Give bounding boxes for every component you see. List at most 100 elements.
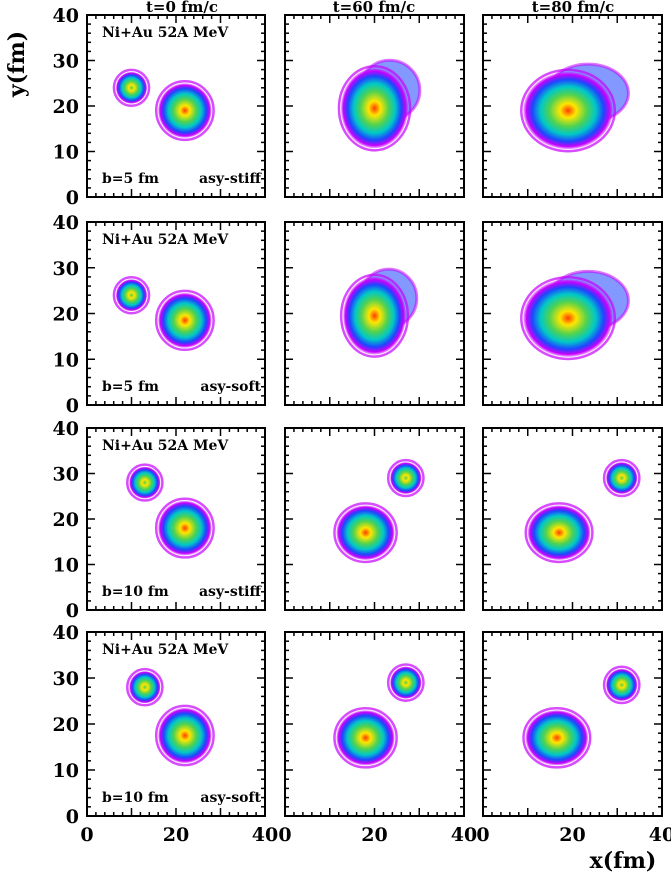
density-edge (154, 704, 215, 767)
panel-r0-c2 (482, 14, 663, 198)
density-blob (158, 83, 212, 138)
x-tick-label: 0 (476, 824, 489, 846)
density-edge (524, 502, 594, 564)
density-edge (333, 502, 398, 564)
impact-parameter-label: b=10 fm (102, 584, 169, 600)
column-title-t80: t=80 fm/c (532, 0, 615, 16)
density-edge (112, 68, 151, 107)
x-tick-label: 40 (252, 824, 278, 846)
panel-r0-c0: 0 10 20 30 40 Ni+Au 52A MeV b=5 fm asy-stiff (53, 5, 266, 209)
y-axis-label: y(fm) (4, 31, 30, 98)
density-blob (390, 462, 422, 494)
density-blob (129, 466, 161, 499)
panel-r1-c1 (284, 221, 465, 406)
y-tick-label: 40 (53, 622, 79, 644)
y-tick-label: 20 (53, 304, 79, 326)
y-tick-label: 10 (53, 142, 79, 164)
density-blob (527, 505, 591, 560)
density-blob (158, 292, 212, 348)
column-title-t0: t=0 fm/c (146, 0, 218, 16)
density-edge (154, 80, 215, 142)
x-tick-label: 40 (451, 824, 477, 846)
y-tick-label: 40 (53, 418, 79, 440)
density-blob (129, 671, 161, 704)
density-blob (606, 462, 638, 494)
x-tick-label: 40 (649, 824, 671, 846)
panel-r3-c0: 0 10 20 30 40 Ni+Au 52A MeV b=10 fm asy-soft 0 20… (53, 622, 279, 846)
density-edge (602, 458, 641, 498)
density-blob (158, 500, 212, 556)
density-edge (154, 497, 215, 559)
panel-r1-c2 (482, 221, 663, 406)
density-blob (390, 666, 422, 699)
y-tick-label: 30 (53, 258, 79, 280)
density-edge (333, 706, 398, 769)
density-edge (520, 68, 617, 153)
y-tick-label: 10 (53, 349, 79, 371)
y-tick-label: 30 (53, 51, 79, 73)
density-blob (525, 710, 589, 766)
y-tick-label: 30 (53, 464, 79, 486)
x-tick-label: 0 (278, 824, 291, 846)
reaction-label: Ni+Au 52A MeV (102, 25, 229, 41)
y-tick-label: 0 (66, 395, 79, 417)
y-tick-label: 0 (66, 600, 79, 622)
density-edge (337, 64, 412, 152)
y-tick-label: 10 (53, 555, 79, 577)
y-tick-label: 0 (66, 187, 79, 209)
density-blob (158, 707, 212, 764)
y-tick-label: 40 (53, 5, 79, 27)
x-axis-label: x(fm) (590, 848, 657, 874)
density-edge (386, 663, 425, 702)
density-edge (386, 458, 425, 498)
y-tick-label: 20 (53, 714, 79, 736)
impact-parameter-label: b=5 fm (102, 379, 159, 395)
density-blob (340, 68, 409, 149)
density-blob (115, 279, 148, 312)
x-tick-label: 20 (163, 824, 189, 846)
reaction-label: Ni+Au 52A MeV (102, 642, 229, 658)
eos-label: asy-stiff (199, 171, 263, 187)
y-tick-label: 0 (66, 806, 79, 828)
density-edge (522, 706, 592, 769)
panel-r0-c1 (284, 14, 465, 198)
eos-label: asy-soft (200, 790, 261, 806)
density-blob (343, 276, 406, 355)
reaction-label: Ni+Au 52A MeV (102, 438, 229, 454)
column-title-t60: t=60 fm/c (333, 0, 416, 16)
panel-r2-c2 (482, 427, 663, 611)
panel-r1-c0: 0 10 20 30 40 Ni+Au 52A MeV b=5 fm asy-soft (53, 212, 266, 417)
y-tick-label: 20 (53, 509, 79, 531)
x-tick-label: 0 (80, 824, 93, 846)
reaction-label: Ni+Au 52A MeV (102, 232, 229, 248)
panel-r3-c2: 0 20 40 (476, 631, 671, 846)
density-blob (523, 71, 613, 150)
impact-parameter-label: b=10 fm (102, 790, 169, 806)
eos-label: asy-soft (200, 379, 261, 395)
density-edge (520, 275, 617, 361)
density-edge (112, 275, 151, 315)
density-edge (602, 665, 641, 705)
density-blob (115, 71, 148, 104)
y-tick-label: 30 (53, 668, 79, 690)
eos-label: asy-stiff (199, 584, 263, 600)
density-blob (606, 668, 638, 702)
panel-grid: 0 10 20 30 40 Ni+Au 52A MeV b=5 fm asy-stiff 0 10… (53, 5, 671, 846)
x-tick-label: 20 (361, 824, 387, 846)
density-edge (339, 273, 410, 358)
panel-r2-c1 (284, 427, 465, 611)
density-edge (126, 463, 164, 502)
y-tick-label: 20 (53, 96, 79, 118)
density-blob (336, 710, 395, 766)
density-edge (154, 289, 215, 352)
density-blob (336, 505, 395, 560)
impact-parameter-label: b=5 fm (102, 171, 159, 187)
x-tick-label: 20 (559, 824, 585, 846)
panel-r3-c1: 0 20 40 (278, 631, 477, 846)
y-tick-label: 10 (53, 760, 79, 782)
density-edge (126, 667, 164, 707)
panel-r2-c0: 0 10 20 30 40 Ni+Au 52A MeV b=10 fm asy-stiff (53, 418, 266, 622)
density-blob (523, 279, 613, 357)
y-tick-label: 40 (53, 212, 79, 234)
